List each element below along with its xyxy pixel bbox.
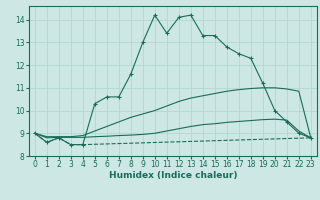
- X-axis label: Humidex (Indice chaleur): Humidex (Indice chaleur): [108, 171, 237, 180]
